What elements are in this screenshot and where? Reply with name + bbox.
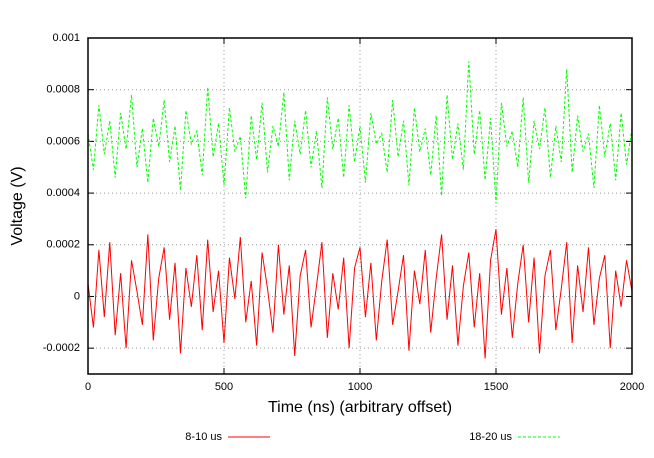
x-axis-label: Time (ns) (arbitrary offset) bbox=[268, 399, 452, 416]
y-tick-label: 0.0004 bbox=[46, 187, 80, 199]
x-tick-label: 500 bbox=[215, 381, 233, 393]
y-tick-label: -0.0002 bbox=[43, 342, 80, 354]
x-tick-label: 2000 bbox=[620, 381, 644, 393]
series-line bbox=[87, 229, 633, 359]
legend-label: 8-10 us bbox=[185, 431, 222, 443]
x-tick-label: 0 bbox=[85, 381, 91, 393]
y-tick-label: 0.001 bbox=[52, 32, 80, 44]
series-line bbox=[87, 61, 633, 204]
plot-frame bbox=[87, 37, 633, 375]
x-tick-label: 1500 bbox=[484, 381, 508, 393]
y-tick-label: 0 bbox=[74, 290, 80, 302]
y-axis-label: Voltage (V) bbox=[9, 166, 26, 245]
legend-label: 18-20 us bbox=[469, 431, 512, 443]
x-tick-label: 1000 bbox=[348, 381, 372, 393]
y-tick-label: 0.0008 bbox=[46, 84, 80, 96]
y-tick-label: 0.0006 bbox=[46, 135, 80, 147]
y-tick-label: 0.0002 bbox=[46, 239, 80, 251]
